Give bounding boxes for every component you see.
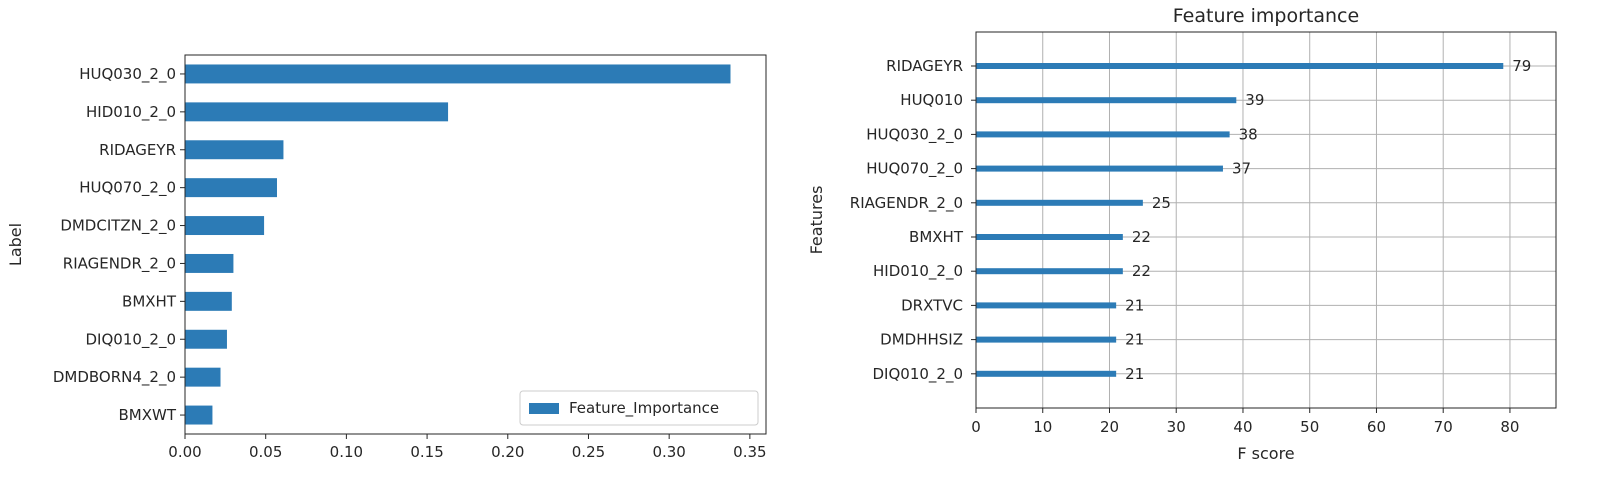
bar bbox=[976, 63, 1504, 69]
bar bbox=[185, 216, 265, 236]
plot-frame bbox=[184, 54, 767, 435]
bar-value-label: 38 bbox=[1239, 125, 1258, 143]
x-tick-label: 0.35 bbox=[733, 443, 766, 461]
y-tick-label: HUQ030_2_0 bbox=[866, 125, 963, 144]
left-bar-chart: HUQ030_2_0 HID010_2_0 RIDAGEYR HUQ070_2_0 DM… bbox=[6, 54, 767, 461]
bar bbox=[976, 234, 1123, 240]
y-tick-label: HUQ070_2_0 bbox=[79, 179, 176, 198]
x-tick-label: 0.00 bbox=[168, 443, 201, 461]
bar bbox=[976, 268, 1123, 275]
x-tick-label: 20 bbox=[1100, 418, 1119, 436]
y-tick-label: RIAGENDR_2_0 bbox=[63, 254, 176, 273]
x-tick-label: 10 bbox=[1033, 418, 1052, 436]
y-tick-label: HUQ010 bbox=[900, 91, 963, 109]
bar bbox=[185, 140, 284, 160]
bar-value-label: 39 bbox=[1245, 91, 1264, 109]
x-tick-label: 70 bbox=[1434, 418, 1453, 436]
y-axis-title: Features bbox=[807, 186, 826, 255]
y-tick-label: DIQ010_2_0 bbox=[873, 365, 964, 384]
y-tick-label: RIDAGEYR bbox=[99, 141, 176, 159]
x-tick-label: 50 bbox=[1300, 418, 1319, 436]
x-tick-label: 60 bbox=[1367, 418, 1386, 436]
chart-title: Feature importance bbox=[1173, 5, 1359, 27]
bar-value-label: 25 bbox=[1152, 194, 1171, 212]
x-tick-label: 0.10 bbox=[330, 443, 363, 461]
bar-value-label: 22 bbox=[1132, 262, 1151, 280]
bar bbox=[976, 336, 1117, 343]
x-axis-title: F score bbox=[1237, 444, 1294, 463]
bar bbox=[976, 165, 1223, 172]
y-tick-label: DIQ010_2_0 bbox=[86, 330, 177, 349]
legend-swatch bbox=[529, 403, 559, 414]
bar bbox=[976, 302, 1117, 309]
x-tick-label: 0 bbox=[971, 418, 981, 436]
bar bbox=[976, 370, 1117, 377]
bar-value-label: 37 bbox=[1232, 160, 1251, 178]
x-tick-label: 0.30 bbox=[652, 443, 685, 461]
x-tick-label: 0.20 bbox=[491, 443, 524, 461]
x-tick-label: 0.15 bbox=[410, 443, 443, 461]
bar bbox=[185, 178, 277, 198]
y-tick-label: HID010_2_0 bbox=[873, 262, 963, 281]
right-bar-chart: RIDAGEYR 79 HUQ010 39 HUQ030_2_0 38 HUQ070_2_0… bbox=[807, 5, 1557, 463]
legend-box bbox=[519, 390, 759, 426]
x-tick-label: 0.25 bbox=[572, 443, 605, 461]
y-tick-label: RIAGENDR_2_0 bbox=[850, 194, 963, 213]
bar-value-label: 79 bbox=[1512, 57, 1531, 75]
y-tick-label: BMXWT bbox=[118, 406, 176, 424]
bar-value-label: 22 bbox=[1132, 228, 1151, 246]
y-tick-label: HID010_2_0 bbox=[86, 103, 176, 122]
y-axis-title: Label bbox=[6, 223, 25, 266]
y-tick-label: BMXHT bbox=[122, 292, 177, 310]
bar-value-label: 21 bbox=[1125, 296, 1144, 314]
y-tick-label: DMDBORN4_2_0 bbox=[53, 368, 176, 387]
x-tick-label: 0.05 bbox=[249, 443, 282, 461]
x-tick-label: 80 bbox=[1500, 418, 1519, 436]
y-tick-label: HUQ030_2_0 bbox=[79, 65, 176, 84]
y-tick-label: DMDHHSIZ bbox=[880, 331, 963, 349]
plot-frame bbox=[975, 31, 1557, 409]
bar-value-label: 21 bbox=[1125, 365, 1144, 383]
bar-value-label: 21 bbox=[1125, 331, 1144, 349]
bar bbox=[185, 102, 449, 122]
y-tick-label: RIDAGEYR bbox=[886, 57, 963, 75]
y-tick-label: HUQ070_2_0 bbox=[866, 160, 963, 179]
x-tick-label: 30 bbox=[1167, 418, 1186, 436]
bar bbox=[185, 291, 232, 311]
bar bbox=[185, 64, 731, 84]
bar bbox=[185, 329, 227, 349]
x-tick-label: 40 bbox=[1233, 418, 1252, 436]
y-tick-label: DMDCITZN_2_0 bbox=[60, 217, 176, 236]
bar bbox=[976, 131, 1230, 138]
y-tick-label: DRXTVC bbox=[901, 296, 963, 314]
bar bbox=[185, 367, 221, 387]
bar bbox=[185, 405, 213, 425]
bar bbox=[976, 97, 1237, 104]
legend-label: Feature_Importance bbox=[569, 399, 719, 418]
bar bbox=[976, 199, 1143, 206]
y-tick-label: BMXHT bbox=[909, 228, 964, 246]
bar bbox=[185, 253, 234, 273]
